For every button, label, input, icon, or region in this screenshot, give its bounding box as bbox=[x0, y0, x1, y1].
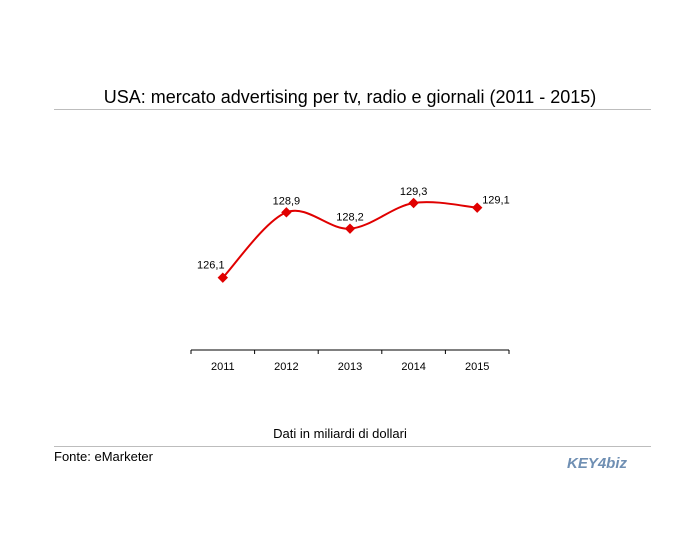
data-point-2013 bbox=[344, 223, 356, 234]
x-tick-label-2011: 2011 bbox=[211, 361, 235, 373]
data-point-2012 bbox=[281, 207, 292, 218]
svg-text:KEY4biz: KEY4biz bbox=[567, 455, 628, 472]
page-title: USA: mercato advertising per tv, radio e… bbox=[103, 87, 597, 107]
data-label-2012: 128,9 bbox=[273, 195, 301, 207]
x-tick-label-2013: 2013 bbox=[338, 361, 362, 373]
title-divider bbox=[54, 109, 651, 110]
x-tick-label-2014: 2014 bbox=[401, 361, 425, 373]
key4biz-logo: KEY4biz bbox=[567, 455, 628, 472]
data-label-2015: 129,1 bbox=[482, 195, 510, 207]
data-point-2011 bbox=[217, 272, 229, 283]
x-tick-label-2012: 2012 bbox=[274, 361, 298, 373]
units-note: Dati in miliardi di dollari bbox=[273, 426, 407, 441]
data-point-2015 bbox=[471, 202, 483, 213]
data-label-2011: 126,1 bbox=[197, 260, 225, 272]
data-label-2013: 128,2 bbox=[336, 212, 364, 224]
source-text: Fonte: eMarketer bbox=[54, 449, 153, 464]
data-label-2014: 129,3 bbox=[400, 186, 428, 198]
x-tick-label-2015: 2015 bbox=[465, 361, 489, 373]
data-point-2014 bbox=[408, 197, 419, 209]
footer-divider bbox=[54, 446, 651, 447]
